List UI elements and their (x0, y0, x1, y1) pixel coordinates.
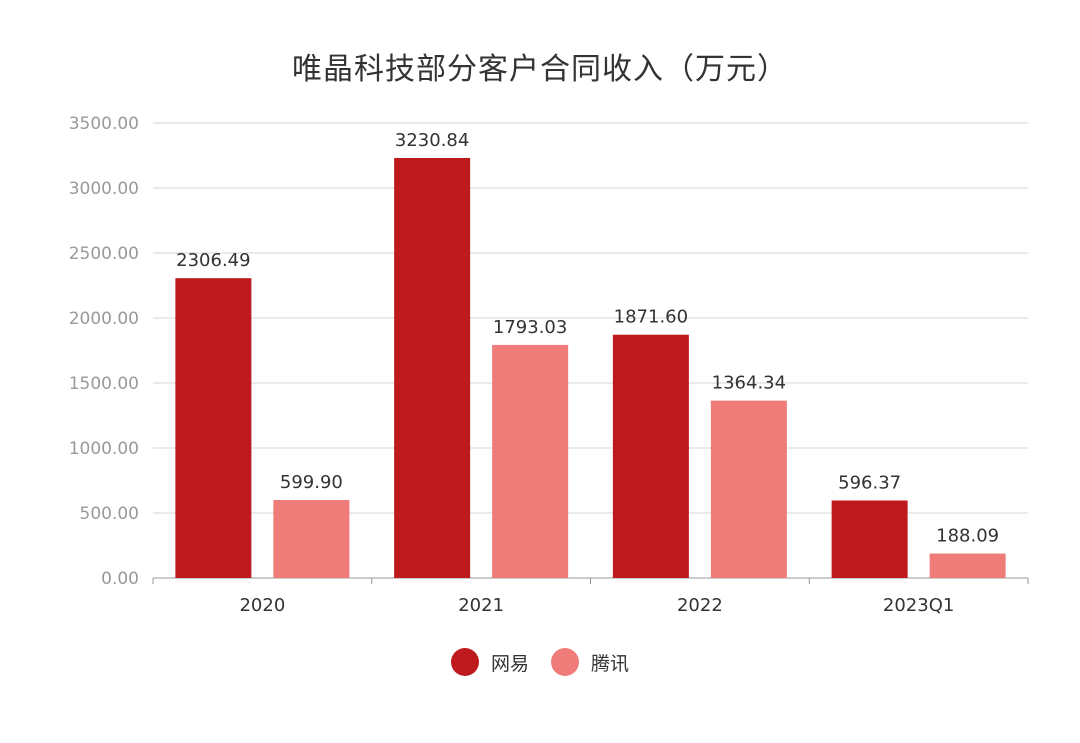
y-tick-label: 2000.00 (69, 309, 139, 329)
bar[interactable] (175, 278, 252, 578)
legend-swatch-netease (450, 648, 479, 676)
x-tick-label: 2022 (677, 595, 723, 616)
chart-title: 唯晶科技部分客户合同收入（万元） (292, 52, 788, 87)
data-labels: 2306.49 599.90 3230.84 1793.03 1871.60 1364.3… (176, 130, 999, 547)
y-tick-label: 1500.00 (69, 374, 139, 394)
bar[interactable] (394, 157, 471, 579)
legend-label-tencent: 腾讯 (591, 652, 630, 675)
bars (175, 157, 1006, 579)
bar[interactable] (929, 553, 1006, 578)
x-tick-label: 2020 (239, 595, 285, 616)
data-label: 1793.03 (493, 317, 567, 338)
legend-item-netease[interactable]: 网易 (450, 648, 529, 676)
y-tick-label: 3000.00 (69, 179, 139, 199)
legend: 网易 腾讯 (0, 648, 1080, 676)
data-label: 2306.49 (176, 250, 250, 271)
x-tick-label: 2023Q1 (883, 595, 954, 616)
data-label: 1871.60 (614, 307, 688, 328)
bar[interactable] (612, 334, 689, 578)
data-label: 188.09 (936, 526, 999, 547)
data-label: 596.37 (838, 472, 901, 493)
data-label: 1364.34 (712, 373, 786, 394)
axes: 0.00 500.00 1000.00 1500.00 2000.00 2500.00 30… (69, 114, 1029, 616)
y-tick-label: 0.00 (101, 569, 139, 589)
y-tick-label: 3500.00 (69, 114, 139, 134)
bar[interactable] (710, 400, 787, 578)
y-tick-label: 500.00 (80, 504, 139, 524)
y-tick-label: 2500.00 (69, 244, 139, 264)
bar[interactable] (492, 344, 569, 578)
legend-item-tencent[interactable]: 腾讯 (551, 648, 629, 676)
data-label: 3230.84 (395, 130, 469, 151)
x-tick-label: 2021 (458, 595, 504, 616)
y-tick-label: 1000.00 (69, 439, 139, 459)
legend-swatch-tencent (551, 648, 579, 676)
data-label: 599.90 (280, 472, 343, 493)
grid-lines (153, 122, 1028, 514)
legend-label-netease: 网易 (490, 652, 529, 675)
bar[interactable] (831, 500, 908, 578)
bar[interactable] (273, 500, 350, 578)
